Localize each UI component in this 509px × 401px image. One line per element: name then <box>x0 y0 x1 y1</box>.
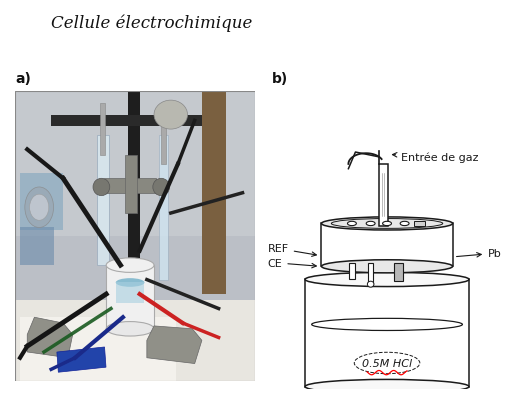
Bar <box>349 263 355 280</box>
Bar <box>202 92 226 294</box>
Ellipse shape <box>322 217 453 231</box>
Bar <box>20 173 63 231</box>
Text: Entrée de gaz: Entrée de gaz <box>392 152 478 163</box>
FancyBboxPatch shape <box>414 221 425 227</box>
Ellipse shape <box>116 278 145 287</box>
Bar <box>125 156 137 213</box>
Bar <box>20 228 53 265</box>
Ellipse shape <box>25 188 53 228</box>
Bar <box>100 104 105 156</box>
Polygon shape <box>27 318 73 358</box>
Text: 0.5M HCl: 0.5M HCl <box>362 358 412 368</box>
Bar <box>161 118 166 164</box>
Text: Pb: Pb <box>457 249 502 259</box>
Text: REF: REF <box>268 244 317 257</box>
Bar <box>15 300 254 381</box>
Ellipse shape <box>154 101 187 130</box>
Polygon shape <box>147 326 202 364</box>
Ellipse shape <box>106 322 154 336</box>
Text: b): b) <box>272 72 289 86</box>
Text: a): a) <box>15 72 31 86</box>
Bar <box>20 318 176 381</box>
Text: Cellule électrochimique: Cellule électrochimique <box>51 14 252 32</box>
Bar <box>104 179 156 193</box>
Bar <box>116 283 145 303</box>
Bar <box>368 263 374 284</box>
Bar <box>51 115 207 127</box>
Bar <box>379 164 388 226</box>
Ellipse shape <box>400 222 409 226</box>
Ellipse shape <box>322 260 453 273</box>
Bar <box>15 92 254 237</box>
Ellipse shape <box>93 179 110 196</box>
Bar <box>97 136 108 265</box>
Ellipse shape <box>367 282 374 288</box>
Bar <box>57 347 106 372</box>
Ellipse shape <box>305 379 469 394</box>
Ellipse shape <box>366 222 375 226</box>
Bar <box>128 92 139 323</box>
Bar <box>159 136 168 280</box>
Ellipse shape <box>153 179 169 196</box>
Ellipse shape <box>106 258 154 273</box>
Ellipse shape <box>348 222 356 226</box>
Text: CE: CE <box>268 258 316 268</box>
Ellipse shape <box>305 273 469 287</box>
Ellipse shape <box>30 195 49 221</box>
Bar <box>106 265 154 329</box>
Bar <box>394 263 404 281</box>
Ellipse shape <box>331 219 443 229</box>
Ellipse shape <box>383 222 391 226</box>
Bar <box>15 237 254 309</box>
